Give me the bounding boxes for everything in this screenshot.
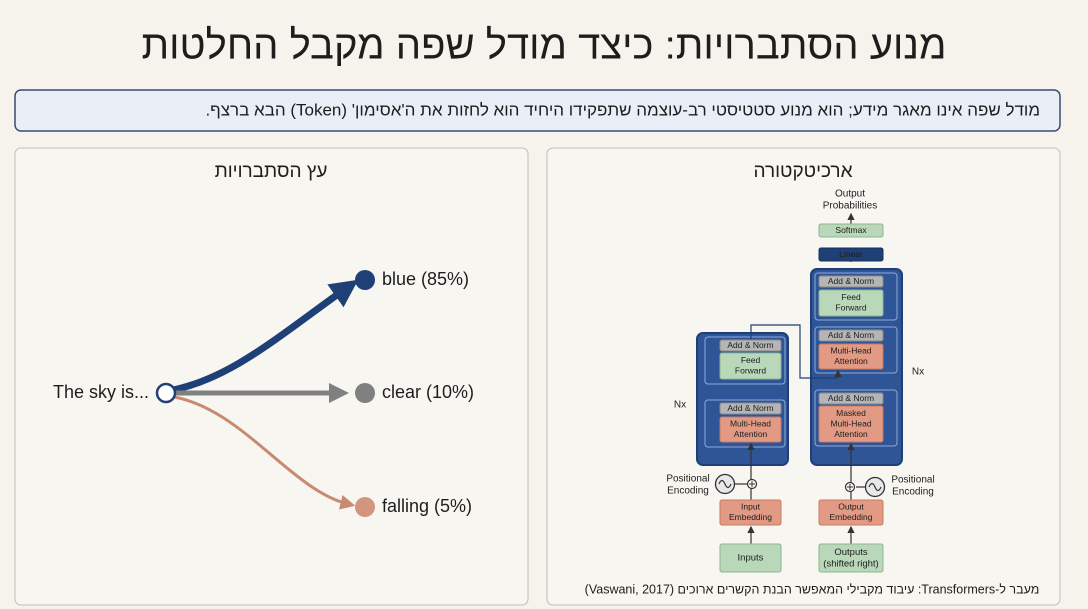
layer-label: Feed <box>741 355 761 365</box>
layer-box <box>719 352 782 380</box>
plus-sign <box>749 481 755 487</box>
layer-label: Encoding <box>892 487 934 498</box>
slide-title: מנוע הסתברויות: כיצד מודל שפה מקבל החלטו… <box>142 24 947 68</box>
layer-label: Probabilities <box>823 201 877 212</box>
sine-wave <box>718 479 732 489</box>
branch-label: falling (5%) <box>382 496 472 516</box>
sine-wave <box>868 482 882 492</box>
layer-label: Forward <box>735 366 766 376</box>
leaf-node <box>355 383 375 403</box>
layer-label: Add & Norm <box>828 330 874 340</box>
layer-label: Output <box>838 502 864 512</box>
layer-box <box>818 275 884 288</box>
tree-panel <box>14 147 529 606</box>
layer-box <box>719 416 782 443</box>
layer-label: Multi-Head <box>830 346 871 356</box>
layer-box <box>818 247 884 262</box>
layer-label: Masked <box>836 408 866 418</box>
layer-box <box>719 339 782 352</box>
layer-label: Softmax <box>835 225 867 235</box>
caption: מעבר ל-Transformers: עיבוד מקבילי המאפשר… <box>585 582 1040 596</box>
layer-label: Embedding <box>829 512 872 522</box>
layer-label: Nx <box>674 400 686 411</box>
layer-label: Output <box>835 189 865 200</box>
branch-label: blue (85%) <box>382 269 469 289</box>
panel-title: עץ הסתברויות <box>215 161 328 182</box>
layer-label: Encoding <box>667 486 709 497</box>
layer-label: Feed <box>841 292 861 302</box>
layer-box <box>818 392 884 405</box>
layer-box <box>818 289 884 317</box>
branch-arrow <box>167 279 359 395</box>
branch-arrow <box>167 394 356 510</box>
branch-label: clear (10%) <box>382 382 474 402</box>
layer-box <box>719 402 782 415</box>
layer-label: Linear <box>839 249 863 259</box>
layer-box <box>818 499 884 526</box>
layer-box <box>818 223 884 238</box>
layer-label: Outputs <box>834 547 868 558</box>
subtitle-box <box>14 89 1061 132</box>
layer-box <box>818 543 884 573</box>
layer-box <box>818 405 884 443</box>
layer-label: Embedding <box>729 512 772 522</box>
layer-label: Positional <box>666 474 709 485</box>
root-node <box>155 382 177 404</box>
layer-box <box>719 543 782 573</box>
leaf-node <box>355 497 375 517</box>
layer-label: Attention <box>834 356 868 366</box>
layer-box <box>719 499 782 526</box>
layer-label: Add & Norm <box>828 393 874 403</box>
layer-label: Multi-Head <box>730 419 771 429</box>
layer-label: Add & Norm <box>727 340 773 350</box>
layer-label: Add & Norm <box>828 276 874 286</box>
layer-label: Inputs <box>738 553 764 564</box>
sublayer-outlines <box>704 272 898 448</box>
layer-box <box>818 329 884 342</box>
root-label: The sky is... <box>53 382 149 402</box>
plus-sign <box>847 484 853 490</box>
layer-label: Nx <box>912 367 924 378</box>
layer-box <box>818 343 884 370</box>
layer-label: Attention <box>834 429 868 439</box>
panel-title: ארכיטקטורה <box>754 161 853 182</box>
layer-label: Multi-Head <box>830 418 871 428</box>
architecture-panel <box>546 147 1061 606</box>
layer-label: Input <box>741 502 761 512</box>
layer-label: (shifted right) <box>823 558 878 569</box>
layer-label: Positional <box>891 475 934 486</box>
layer-label: Attention <box>734 429 768 439</box>
layer-label: Forward <box>835 303 866 313</box>
subtitle: מודל שפה אינו מאגר מידע; הוא מנוע סטטיסט… <box>205 100 1040 119</box>
leaf-node <box>355 270 375 290</box>
layer-label: Add & Norm <box>727 403 773 413</box>
